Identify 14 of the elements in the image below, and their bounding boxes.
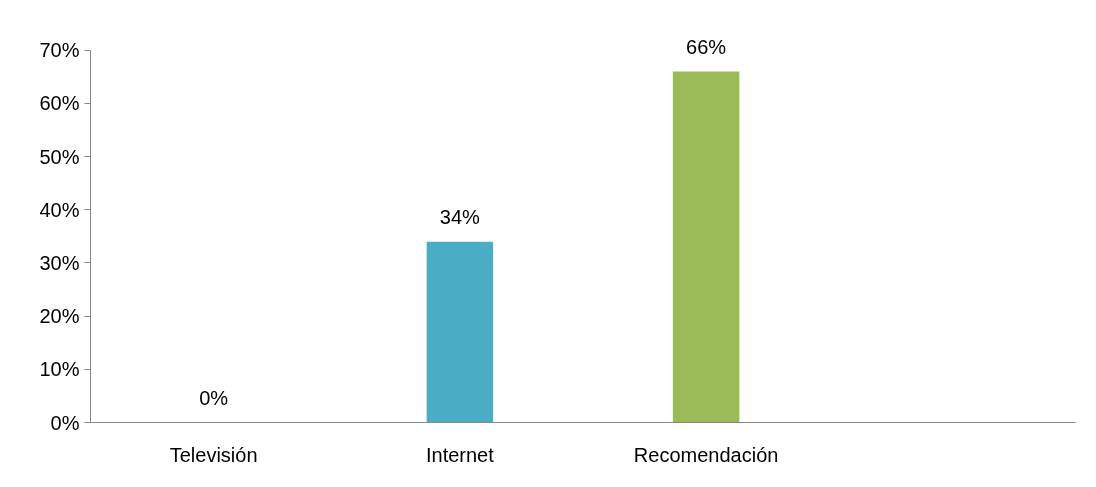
y-tick-label: 40% — [39, 198, 80, 221]
x-tick-label: Recomendación — [633, 443, 779, 466]
data-label: 0% — [199, 386, 229, 409]
y-tick-label: 50% — [39, 145, 80, 168]
y-tick-label: 0% — [50, 411, 80, 434]
data-label: 34% — [439, 205, 481, 228]
y-tick-label: 10% — [39, 358, 80, 381]
y-tick-label: 70% — [39, 39, 80, 62]
y-tick-label: 60% — [39, 92, 80, 115]
y-tick-label: 30% — [39, 251, 80, 274]
x-tick-label: Televisión — [169, 443, 258, 466]
y-tick-label: 20% — [39, 305, 80, 328]
data-label: 66% — [686, 35, 727, 58]
x-tick-label: Internet — [425, 443, 495, 466]
